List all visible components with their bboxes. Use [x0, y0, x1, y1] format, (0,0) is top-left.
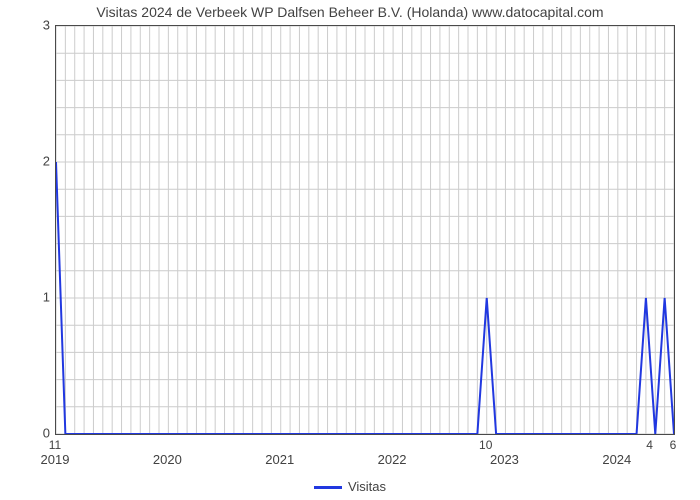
y-tick-label: 0 — [20, 426, 50, 441]
x-tick-label: 2022 — [378, 452, 407, 467]
legend-swatch — [314, 486, 342, 489]
plot-area — [55, 25, 675, 435]
chart-container: Visitas 2024 de Verbeek WP Dalfsen Behee… — [0, 0, 700, 500]
x-tick-label: 2023 — [490, 452, 519, 467]
x-tick-label: 2024 — [602, 452, 631, 467]
x-tick-label: 2019 — [41, 452, 70, 467]
x-tick-label: 2020 — [153, 452, 182, 467]
legend-label: Visitas — [348, 479, 386, 494]
data-annotation: 4 — [646, 438, 653, 452]
chart-title: Visitas 2024 de Verbeek WP Dalfsen Behee… — [0, 4, 700, 20]
data-annotation: 6 — [670, 438, 677, 452]
data-annotation: 11 — [49, 438, 61, 452]
data-annotation: 10 — [479, 438, 492, 452]
data-line — [56, 26, 674, 434]
y-tick-label: 1 — [20, 290, 50, 305]
y-tick-label: 3 — [20, 18, 50, 33]
legend: Visitas — [0, 479, 700, 494]
y-tick-label: 2 — [20, 154, 50, 169]
x-tick-label: 2021 — [265, 452, 294, 467]
